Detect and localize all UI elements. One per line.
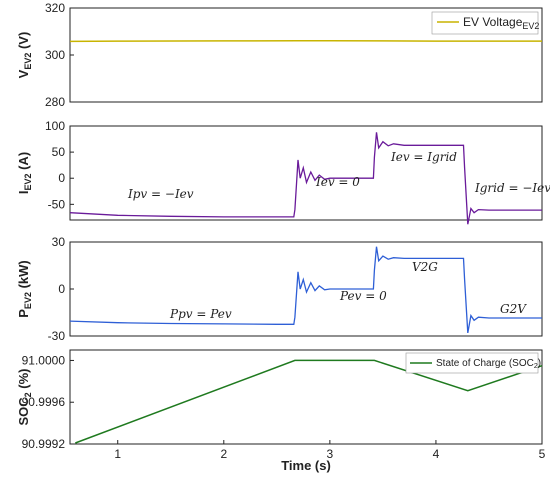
annotation-ipv: Ipv = −Iev xyxy=(127,187,194,201)
legend: State of Charge (SOC2) xyxy=(405,352,541,374)
series-line-current xyxy=(69,132,542,225)
x-tick-label: 4 xyxy=(433,447,440,461)
legend-box xyxy=(431,11,539,35)
x-tick-label: 3 xyxy=(327,447,334,461)
panel-soc: 90.9992 90.9996 91.0000 1 2 3 4 5 SOC2 (%) Tim… xyxy=(16,349,546,473)
y-tick-label: 50 xyxy=(52,145,66,159)
series-line-soc xyxy=(75,359,543,444)
y-ticks: 280 300 320 xyxy=(45,1,74,109)
annotation-g2v: G2V xyxy=(500,302,527,316)
y-ticks: 90.9992 90.9996 91.0000 xyxy=(22,353,74,451)
panel-voltage: 280 300 320 VEV2 (V) EV VoltageEV2 xyxy=(16,1,543,109)
y-tick-label: 0 xyxy=(58,282,65,296)
y-tick-label: 0 xyxy=(58,171,65,185)
y-tick-label: -30 xyxy=(48,329,66,343)
x-axis-label: Time (s) xyxy=(281,458,331,473)
series-line-power xyxy=(69,246,542,334)
y-tick-label: 90.9992 xyxy=(22,437,66,451)
panel-power: -30 0 30 PEV2 (kW) Ppv = Pev Pev = 0 V2G G… xyxy=(16,235,543,343)
legend-label: State of Charge (SOC2) xyxy=(436,358,541,370)
annotation-iev-zero: Iev = 0 xyxy=(315,175,360,189)
annotation-ppv: Ppv = Pev xyxy=(169,307,232,321)
annotation-iev-igrid: Iev = Igrid xyxy=(390,150,457,164)
y-tick-label: 300 xyxy=(45,48,65,62)
y-axis-label: IEV2 (A) xyxy=(16,152,33,194)
x-ticks: 1 2 3 4 5 xyxy=(114,440,546,461)
annotation-v2g: V2G xyxy=(412,260,438,274)
annotation-igrid: Igrid = −Iev xyxy=(474,181,550,195)
annotation-pev-zero: Pev = 0 xyxy=(339,289,387,303)
x-tick-label: 2 xyxy=(220,447,227,461)
x-tick-label: 1 xyxy=(114,447,121,461)
legend-box xyxy=(405,352,539,374)
y-tick-label: 30 xyxy=(52,235,66,249)
y-axis-label: SOC2 (%) xyxy=(16,368,33,425)
y-axis-label: VEV2 (V) xyxy=(16,32,33,79)
legend: EV VoltageEV2 xyxy=(431,11,539,35)
y-tick-label: 320 xyxy=(45,1,65,15)
y-tick-label: 280 xyxy=(45,95,65,109)
x-tick-label: 5 xyxy=(539,447,546,461)
series-line-ev-voltage xyxy=(69,39,542,43)
y-tick-label: 90.9996 xyxy=(22,395,66,409)
legend-label: EV VoltageEV2 xyxy=(463,15,539,31)
y-tick-label: 91.0000 xyxy=(22,353,66,367)
y-axis-label: PEV2 (kW) xyxy=(16,260,33,317)
panel-current: -50 0 50 100 IEV2 (A) Ipv = −Iev Iev = 0 Ie… xyxy=(16,119,550,225)
plot-area xyxy=(69,125,543,221)
y-ticks: -50 0 50 100 xyxy=(45,119,74,211)
y-ticks: -30 0 30 xyxy=(48,235,74,343)
y-tick-label: 100 xyxy=(45,119,65,133)
y-tick-label: -50 xyxy=(48,197,66,211)
